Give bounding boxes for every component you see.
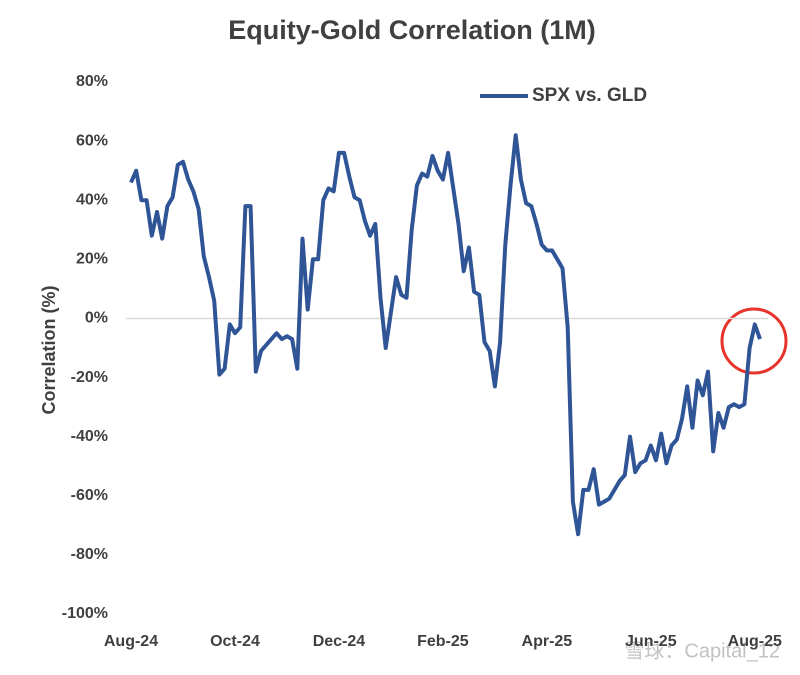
x-tick-label: Feb-25	[417, 633, 469, 650]
x-tick-label: Jun-25	[625, 633, 677, 650]
x-tick-label: Apr-25	[522, 633, 573, 650]
y-tick-label: -100%	[62, 605, 108, 622]
y-axis-label: Correlation (%)	[39, 285, 59, 414]
y-tick-label: -20%	[71, 369, 108, 386]
x-tick-label: Aug-24	[104, 633, 158, 650]
y-tick-label: -40%	[71, 428, 108, 445]
watermark: 雪球：Capital_12	[624, 639, 780, 662]
data-line	[129, 133, 762, 537]
y-tick-label: 40%	[76, 191, 108, 208]
legend-label: SPX vs. GLD	[532, 85, 647, 106]
y-tick-label: 20%	[76, 251, 108, 268]
y-tick-label: 60%	[76, 132, 108, 149]
x-tick-label: Oct-24	[210, 633, 260, 650]
y-tick-label: -60%	[71, 487, 108, 504]
x-tick-label: Dec-24	[313, 633, 366, 650]
chart-title: Equity-Gold Correlation (1M)	[228, 15, 596, 45]
x-tick-label: Aug-25	[728, 633, 782, 650]
y-tick-label: 0%	[85, 310, 108, 327]
y-tick-label: 80%	[76, 73, 108, 90]
highlight-circle	[720, 307, 788, 375]
y-tick-label: -80%	[71, 546, 108, 563]
